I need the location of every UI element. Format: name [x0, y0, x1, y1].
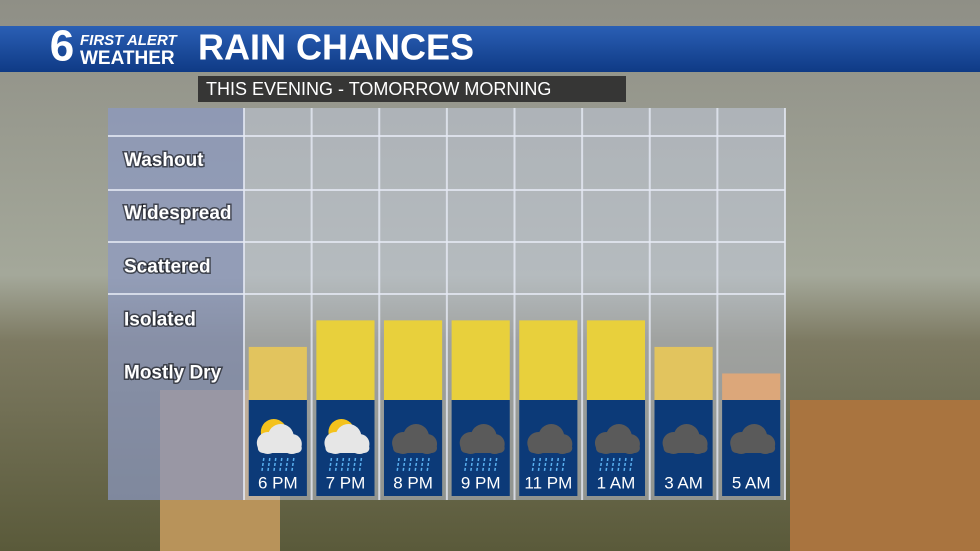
x-tick-label: 8 PM [393, 473, 433, 492]
bar [316, 320, 375, 400]
weather-icon [256, 419, 302, 473]
rain [549, 457, 554, 473]
cloud [595, 443, 640, 453]
y-tick-label: Widespread [124, 203, 232, 224]
cloud [257, 443, 302, 453]
rain [273, 457, 277, 473]
cloud [460, 443, 505, 453]
rain [402, 457, 406, 473]
x-tick-label: 1 AM [597, 473, 636, 492]
rain [623, 457, 627, 473]
bar [586, 320, 646, 400]
x-tick-label: 11 PM [524, 473, 572, 492]
rain [475, 457, 480, 473]
y-tick-label: Isolated [124, 309, 196, 330]
bar [451, 320, 510, 400]
cloud [325, 443, 370, 453]
logo-line: WEATHER [80, 48, 175, 69]
x-tick-label: 7 PM [326, 473, 366, 492]
rain [279, 457, 283, 473]
header-bar [0, 26, 980, 72]
rain [493, 457, 498, 473]
x-tick-label: 5 AM [732, 473, 771, 492]
rain [531, 457, 536, 473]
bar [383, 320, 443, 400]
label-column [108, 108, 244, 500]
weather-icon [392, 424, 438, 473]
subtitle-box [198, 76, 626, 102]
logo-line: FIRST ALERT [80, 32, 179, 49]
rain [537, 457, 542, 473]
rain [561, 457, 566, 473]
rain [352, 457, 357, 473]
x-tick-label: 6 PM [258, 473, 298, 492]
y-tick-label: Washout [124, 150, 204, 171]
cloud [731, 443, 776, 453]
bar [654, 346, 713, 400]
column-dividers [243, 108, 786, 500]
rain [463, 457, 468, 473]
weather-icon [527, 424, 573, 473]
rain [285, 457, 289, 473]
rain [629, 457, 633, 473]
logo-number: 6 [50, 22, 74, 71]
rain [426, 457, 430, 473]
rain [487, 457, 492, 473]
weather-icon [730, 424, 776, 454]
rain [555, 457, 560, 473]
weather-icon [662, 424, 708, 454]
rain [420, 457, 424, 473]
rain [414, 457, 418, 473]
rain [543, 457, 548, 473]
weather-icon [324, 419, 370, 473]
y-tick-label: Mostly Dry [124, 362, 222, 383]
building [790, 400, 980, 551]
rain [334, 457, 339, 473]
chart-title: RAIN CHANCES [198, 27, 474, 68]
rain [599, 457, 603, 473]
rain [358, 457, 363, 473]
bar [248, 346, 307, 400]
rain [481, 457, 486, 473]
rain [611, 457, 615, 473]
x-tick-label: 9 PM [461, 473, 501, 492]
subtitle: THIS EVENING - TOMORROW MORNING [206, 79, 551, 99]
rain [261, 457, 265, 473]
cloud [528, 443, 573, 453]
bar [722, 373, 781, 400]
rain [267, 457, 271, 473]
cloud [663, 443, 708, 453]
weather-icon [594, 424, 640, 473]
rain [408, 457, 412, 473]
rain [346, 457, 351, 473]
rain [396, 457, 400, 473]
rain [469, 457, 474, 473]
rain [291, 457, 295, 473]
rain [340, 457, 345, 473]
rain [605, 457, 609, 473]
cloud [393, 443, 438, 453]
rain [617, 457, 621, 473]
rain [328, 457, 333, 473]
weather-icon [459, 424, 505, 473]
x-tick-label: 3 AM [664, 473, 703, 492]
y-tick-label: Scattered [124, 256, 211, 277]
bar [519, 320, 578, 400]
